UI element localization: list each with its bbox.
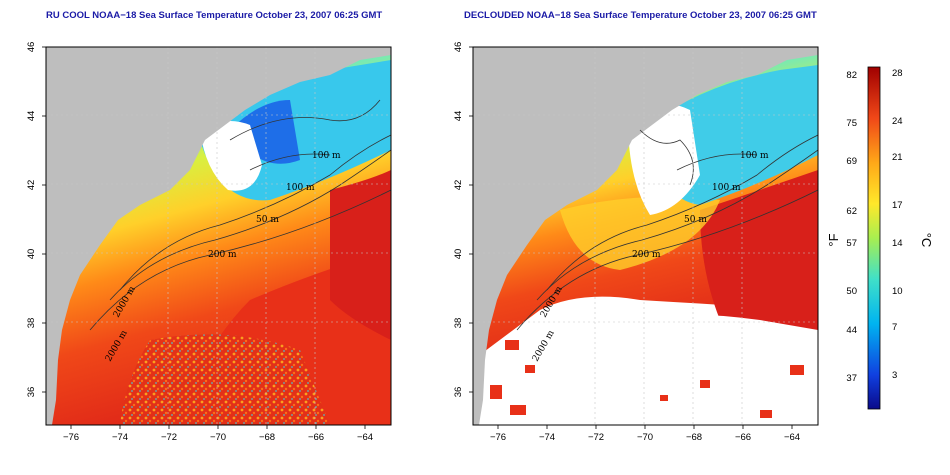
y-tick-label-right: 40 (453, 249, 464, 260)
fahrenheit-tick-label: 75 (846, 118, 857, 129)
x-tick-label-left: −74 (112, 432, 128, 443)
fahrenheit-tick-label: 69 (846, 156, 857, 167)
x-tick-label-left: −64 (357, 432, 373, 443)
celsius-label: °C (919, 233, 934, 248)
celsius-tick-label: 7 (892, 322, 897, 333)
x-tick-label-right: −68 (686, 432, 702, 443)
contour-label-50m: 50 m (256, 215, 279, 225)
y-tick-label-left: 40 (26, 249, 37, 260)
y-tick-label-left: 36 (26, 387, 37, 398)
x-tick-label-right: −66 (735, 432, 751, 443)
map-frame-left (45, 46, 392, 426)
declouded-blank-south (540, 314, 818, 425)
scattered-warm-pixels (490, 340, 804, 418)
contour-label-100m-b: 100 m (712, 183, 741, 193)
y-tick-label-right: 46 (453, 42, 464, 53)
x-tick-label-left: −68 (259, 432, 275, 443)
x-tick-label-left: −76 (63, 432, 79, 443)
map-panel-left: 100 m 100 m 50 m 200 m 2000 m 2000 m −76… (26, 42, 392, 443)
celsius-tick-label: 10 (892, 286, 903, 297)
fahrenheit-tick-label: 62 (846, 206, 857, 217)
map-panel-right: 100 m 100 m 50 m 200 m 2000 m 2000 m −76… (453, 42, 819, 443)
contour-label-50m: 50 m (684, 215, 707, 225)
celsius-tick-label: 17 (892, 200, 903, 211)
x-tick-label-right: −70 (637, 432, 653, 443)
celsius-tick-label: 14 (892, 238, 903, 249)
celsius-tick-label: 3 (892, 370, 897, 381)
gulf-stream-warm (700, 170, 818, 350)
axes-right: −76 −74 −72 −70 −68 −66 −64 46 44 42 40 38 36 (453, 42, 800, 443)
colorbar-ticks: 82 75 69 62 57 50 44 37 28 24 21 17 14 10 7 3 (846, 68, 902, 384)
cloud-patch (200, 121, 262, 191)
bathymetry-contours (516, 129, 818, 331)
y-tick-label-right: 44 (453, 111, 464, 122)
map-frame-right (472, 46, 819, 426)
x-tick-label-right: −64 (784, 432, 800, 443)
y-tick-label-right: 36 (453, 387, 464, 398)
fahrenheit-tick-label: 37 (846, 373, 857, 384)
graticule (473, 47, 818, 425)
y-tick-label-left: 38 (26, 318, 37, 329)
y-tick-label-right: 38 (453, 318, 464, 329)
x-tick-label-right: −72 (588, 432, 604, 443)
land-mass (46, 47, 391, 425)
x-tick-label-left: −66 (308, 432, 324, 443)
y-tick-label-right: 42 (453, 180, 464, 191)
celsius-tick-label: 28 (892, 68, 903, 79)
contour-label-200m: 200 m (632, 250, 661, 260)
land-mass (473, 47, 818, 425)
declouded-blank-north (628, 104, 700, 215)
contour-label-100m-a: 100 m (312, 151, 341, 161)
colorbar-gradient (867, 66, 881, 410)
bathymetry-contours (89, 99, 391, 331)
fahrenheit-tick-label: 82 (846, 70, 857, 81)
contour-label-100m-a: 100 m (740, 151, 769, 161)
x-tick-label-left: −70 (210, 432, 226, 443)
x-tick-label-left: −72 (161, 432, 177, 443)
axes-left: −76 −74 −72 −70 −68 −66 −64 46 44 42 40 38 36 (26, 42, 373, 443)
x-tick-label-right: −76 (490, 432, 506, 443)
contour-label-200m: 200 m (208, 250, 237, 260)
x-tick-label-right: −74 (539, 432, 555, 443)
celsius-tick-label: 24 (892, 116, 903, 127)
celsius-tick-label: 21 (892, 152, 903, 163)
colorbar: 82 75 69 62 57 50 44 37 28 24 21 17 14 10 7 3 °F °C (826, 66, 934, 410)
graticule (46, 47, 391, 425)
fahrenheit-tick-label: 50 (846, 286, 857, 297)
panel-right-title: DECLOUDED NOAA−18 Sea Surface Temperatur… (464, 10, 817, 21)
fahrenheit-label: °F (826, 233, 841, 246)
speckled-region (120, 334, 330, 425)
mid-shelf-warm (560, 196, 720, 270)
y-tick-label-left: 42 (26, 180, 37, 191)
y-tick-label-left: 46 (26, 42, 37, 53)
fahrenheit-tick-label: 57 (846, 238, 857, 249)
fahrenheit-tick-label: 44 (846, 325, 857, 336)
warm-core-ring (330, 170, 391, 340)
y-tick-label-left: 44 (26, 111, 37, 122)
contour-label-100m-b: 100 m (286, 183, 315, 193)
panel-left-title: RU COOL NOAA−18 Sea Surface Temperature … (46, 10, 383, 21)
